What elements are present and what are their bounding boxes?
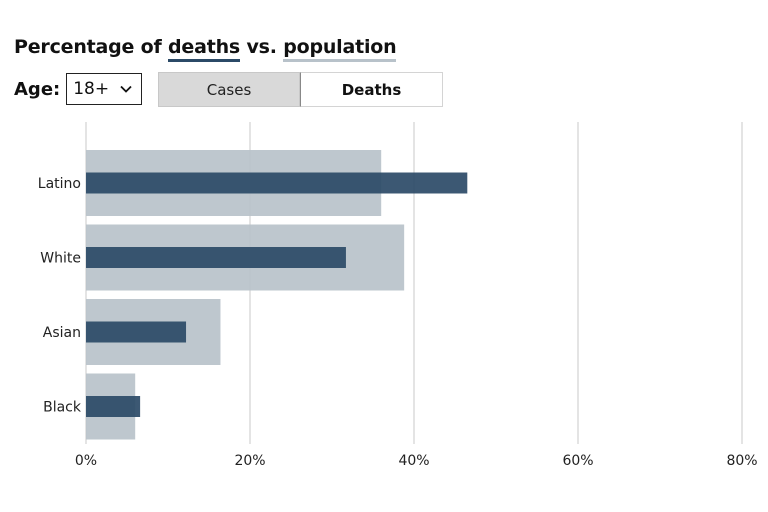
- category-label: Asian: [43, 325, 81, 341]
- category-label: White: [40, 251, 81, 267]
- age-controls: Age: 18+: [14, 72, 143, 106]
- deaths-bar: [86, 321, 187, 343]
- age-label: Age:: [14, 78, 61, 100]
- age-select[interactable]: 18+: [66, 73, 143, 105]
- deaths-bar: [86, 172, 468, 194]
- category-label: Latino: [38, 176, 81, 192]
- metric-toggle: Cases Deaths: [158, 72, 443, 107]
- x-tick-label: 20%: [234, 453, 265, 469]
- chevron-down-icon: [120, 85, 132, 93]
- tab-deaths[interactable]: Deaths: [300, 72, 443, 107]
- tab-cases[interactable]: Cases: [158, 72, 300, 107]
- deaths-bar: [86, 247, 346, 268]
- title-population-word: population: [283, 36, 397, 62]
- title-deaths-word: deaths: [168, 36, 240, 62]
- title-middle: vs.: [240, 36, 284, 58]
- age-selected-value: 18+: [73, 79, 110, 99]
- category-label: Black: [43, 400, 82, 416]
- x-tick-label: 80%: [726, 453, 757, 469]
- title-prefix: Percentage of: [14, 36, 168, 58]
- chart-title: Percentage of deaths vs. population: [14, 36, 397, 62]
- x-tick-label: 40%: [398, 453, 429, 469]
- deaths-bar: [86, 396, 141, 417]
- x-tick-label: 0%: [75, 453, 97, 469]
- x-tick-label: 60%: [562, 453, 593, 469]
